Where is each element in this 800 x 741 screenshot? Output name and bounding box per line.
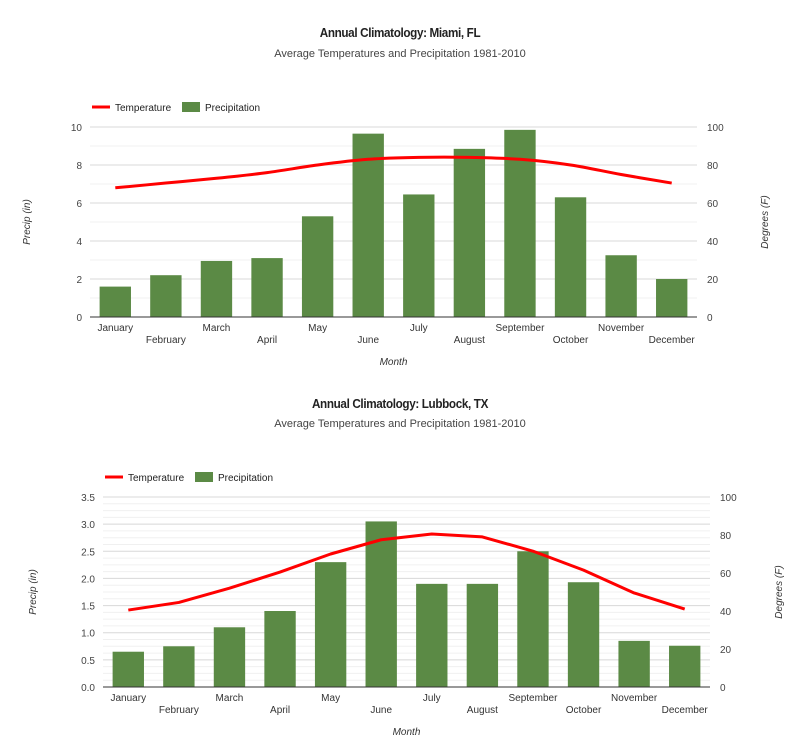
month-label: November [611,693,658,704]
left-tick-label: 0.5 [81,656,95,667]
legend-precipitation-swatch [182,102,200,112]
chart-title: Annual Climatology: Lubbock, TX [311,396,489,411]
month-label: February [159,705,199,716]
precipitation-bar [99,286,131,317]
precipitation-bar [554,197,587,317]
chart-plot: 0.0 0.5 1.0 1.5 2.0 2.5 3.0 3.5 0 20 40 60 80 100 Janu… [28,472,785,738]
x-axis-title: Month [380,357,408,368]
month-label: January [98,323,134,334]
right-tick-label: 20 [720,645,732,656]
month-label: November [598,323,645,334]
precipitation-bar [517,551,549,687]
month-label: February [146,335,186,346]
month-label: August [454,335,485,346]
precipitation-bar [453,148,486,317]
left-tick-label: 10 [71,123,83,134]
precipitation-bar [200,260,233,317]
month-label: April [270,705,290,716]
precipitation-bar [618,640,650,687]
month-label: October [553,335,589,346]
chart-plot: 0246810020406080100JanuaryFebruaryMarchA… [22,102,771,368]
month-label: April [257,335,277,346]
left-axis-title: Precip (in) [22,199,33,245]
left-tick-label: 2.5 [81,547,95,558]
left-tick-label: 8 [76,161,82,172]
month-label: July [410,323,428,334]
month-label: January [111,693,147,704]
legend-temperature-label: Temperature [115,103,172,114]
precipitation-bar [301,216,334,317]
precipitation-bar [403,194,435,317]
precipitation-bar [466,583,499,687]
precipitation-bar [567,582,600,687]
left-axis-title: Precip (in) [28,569,39,615]
left-tick-label: 2 [76,275,82,286]
right-tick-label: 80 [720,531,732,542]
right-tick-label: 40 [707,237,719,248]
month-label: December [649,335,696,346]
right-tick-label: 40 [720,607,732,618]
precipitation-bar [314,562,347,687]
precipitation-bar [150,275,182,317]
precipitation-bar [416,583,448,687]
right-axis-title: Degrees (F) [760,195,771,248]
left-tick-label: 0.0 [81,683,95,694]
precipitation-bar [163,646,195,687]
precipitation-bar [112,651,144,687]
month-label: August [467,705,498,716]
left-tick-label: 3.5 [81,493,95,504]
month-label: June [357,335,379,346]
x-axis-title: Month [393,727,421,738]
left-tick-label: 3.0 [81,520,95,531]
miami-chart: Annual Climatology: Miami, FL Average Te… [0,0,800,370]
precipitation-bar [365,521,397,687]
month-label: June [370,705,392,716]
month-label: December [662,705,709,716]
left-tick-label: 6 [76,199,82,210]
right-axis-title: Degrees (F) [774,565,785,618]
month-label: March [216,693,244,704]
right-tick-label: 0 [707,313,713,324]
temperature-line [115,155,672,190]
precipitation-bar [251,258,283,317]
left-tick-label: 1.5 [81,602,95,613]
left-tick-label: 4 [76,237,82,248]
month-label: March [203,323,231,334]
month-label: July [423,693,441,704]
month-label: September [508,693,558,704]
left-tick-label: 1.0 [81,629,95,640]
month-label: May [308,323,327,334]
right-tick-label: 100 [720,493,737,504]
precipitation-bar [213,627,246,687]
legend-precipitation-label: Precipitation [205,103,260,114]
month-label: October [566,705,602,716]
left-tick-label: 0 [76,313,82,324]
precipitation-bar [669,645,701,687]
lubbock-chart: Annual Climatology: Lubbock, TX Average … [0,370,800,741]
month-label: May [321,693,340,704]
right-tick-label: 0 [720,683,726,694]
left-tick-label: 2.0 [81,574,95,585]
legend-precipitation-label: Precipitation [218,473,273,484]
legend: Temperature Precipitation [92,102,260,114]
right-tick-label: 60 [720,569,732,580]
precipitation-bar [352,133,384,317]
chart-subtitle: Average Temperatures and Precipitation 1… [274,418,526,430]
chart-subtitle: Average Temperatures and Precipitation 1… [274,48,526,60]
right-tick-label: 100 [707,123,724,134]
month-label: September [495,323,545,334]
precipitation-bar [605,255,637,317]
right-tick-label: 60 [707,199,719,210]
right-tick-label: 20 [707,275,719,286]
right-tick-label: 80 [707,161,719,172]
legend-temperature-label: Temperature [128,473,185,484]
precipitation-bar [656,279,688,317]
temperature-line [128,532,686,612]
precipitation-bar [264,611,296,687]
legend: Temperature Precipitation [105,472,273,484]
chart-title: Annual Climatology: Miami, FL [319,25,481,40]
legend-precipitation-swatch [195,472,213,482]
